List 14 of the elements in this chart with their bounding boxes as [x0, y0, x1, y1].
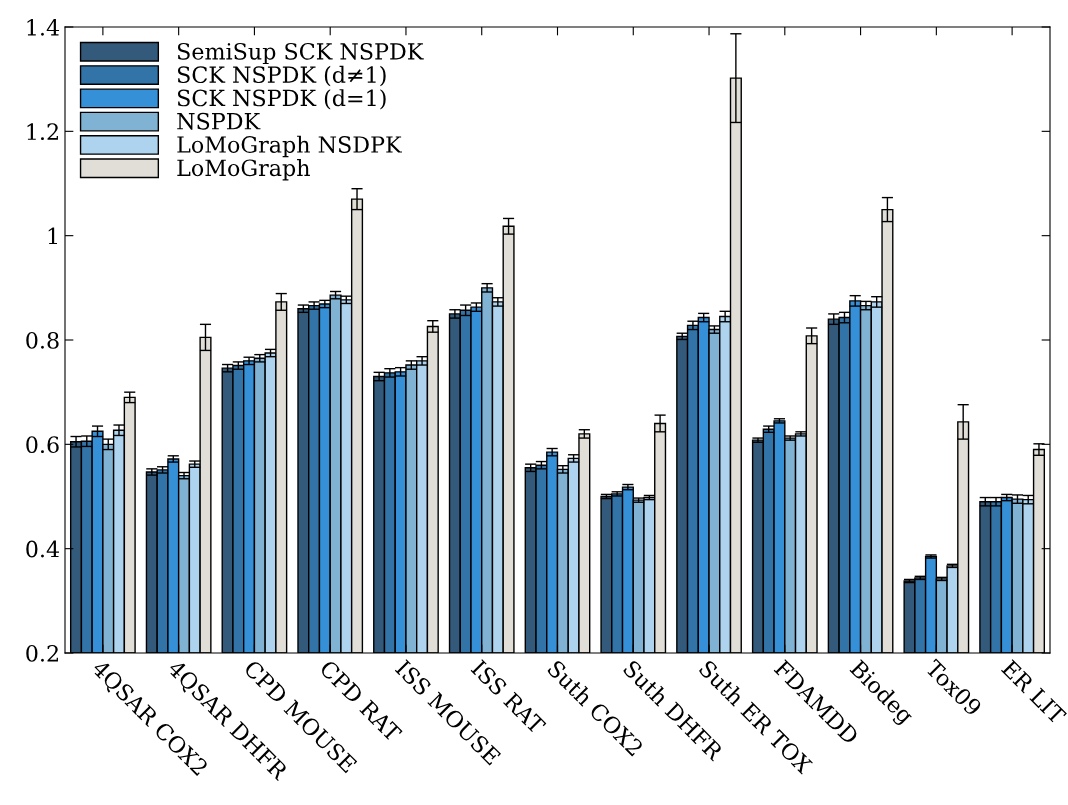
legend-label: SCK NSPDK (d=1) [177, 89, 386, 110]
x-tick-label: ER LIT [1001, 659, 1067, 726]
y-tick-label: 0.6 [26, 436, 59, 454]
legend-label: NSPDK [177, 112, 261, 130]
y-tick-label: 1 [48, 227, 57, 245]
y-tick-label: 1.4 [27, 18, 60, 36]
y-tick-label: 0.2 [26, 644, 58, 662]
y-tick-label: 0.8 [26, 331, 59, 349]
legend-label: LoMoGraph NSDPK [177, 135, 402, 158]
legend-label: SemiSup SCK NSPDK [177, 42, 424, 65]
y-tick-label: 0.4 [26, 540, 60, 558]
legend-label: LoMoGraph [177, 159, 310, 181]
y-tick-label: 1.2 [27, 123, 58, 141]
legend-label: SCK NSPDK (d≠1) [177, 65, 386, 87]
